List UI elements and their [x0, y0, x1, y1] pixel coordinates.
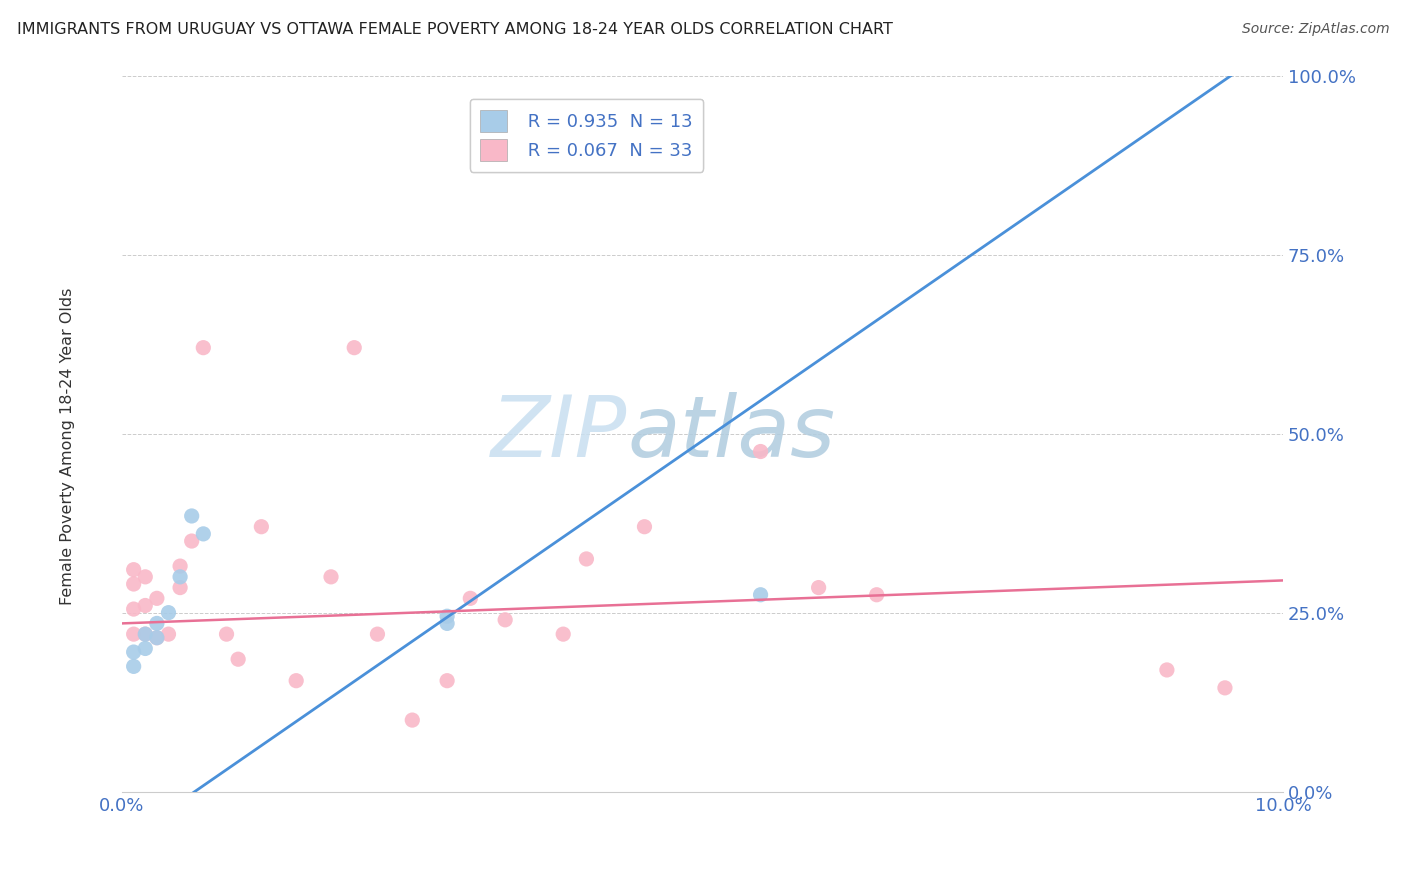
Point [146, 591, 169, 606]
Point [215, 627, 238, 641]
Point [436, 673, 458, 688]
Text: Female Poverty Among 18-24 Year Olds: Female Poverty Among 18-24 Year Olds [60, 287, 75, 605]
Point [807, 581, 830, 595]
Point [436, 616, 458, 631]
Point [366, 627, 388, 641]
Point [157, 627, 180, 641]
Point [122, 645, 145, 659]
Point [122, 627, 145, 641]
Point [169, 581, 191, 595]
Point [180, 534, 202, 549]
Point [226, 652, 249, 666]
Point [250, 519, 273, 533]
Point [193, 341, 215, 355]
Point [122, 577, 145, 591]
Point [146, 631, 169, 645]
Point [460, 591, 482, 606]
Point [146, 616, 169, 631]
Point [134, 627, 156, 641]
Point [122, 563, 145, 577]
Point [134, 641, 156, 656]
Text: atlas: atlas [627, 392, 835, 475]
Point [436, 609, 458, 624]
Point [343, 341, 366, 355]
Point [134, 627, 156, 641]
Point [575, 552, 598, 566]
Point [169, 570, 191, 584]
Point [169, 559, 191, 574]
Point [1213, 681, 1236, 695]
Point [553, 627, 575, 641]
Point [146, 631, 169, 645]
Point [285, 673, 308, 688]
Legend:  R = 0.935  N = 13,  R = 0.067  N = 33: R = 0.935 N = 13, R = 0.067 N = 33 [470, 99, 703, 172]
Point [749, 444, 772, 458]
Text: Source: ZipAtlas.com: Source: ZipAtlas.com [1241, 22, 1389, 37]
Point [134, 599, 156, 613]
Point [1156, 663, 1178, 677]
Point [494, 613, 516, 627]
Point [122, 659, 145, 673]
Text: IMMIGRANTS FROM URUGUAY VS OTTAWA FEMALE POVERTY AMONG 18-24 YEAR OLDS CORRELATI: IMMIGRANTS FROM URUGUAY VS OTTAWA FEMALE… [17, 22, 893, 37]
Point [134, 570, 156, 584]
Point [749, 588, 772, 602]
Point [401, 713, 423, 727]
Point [633, 519, 655, 533]
Point [319, 570, 342, 584]
Point [122, 602, 145, 616]
Text: ZIP: ZIP [491, 392, 627, 475]
Point [193, 527, 215, 541]
Point [157, 606, 180, 620]
Point [866, 588, 889, 602]
Point [180, 508, 202, 523]
